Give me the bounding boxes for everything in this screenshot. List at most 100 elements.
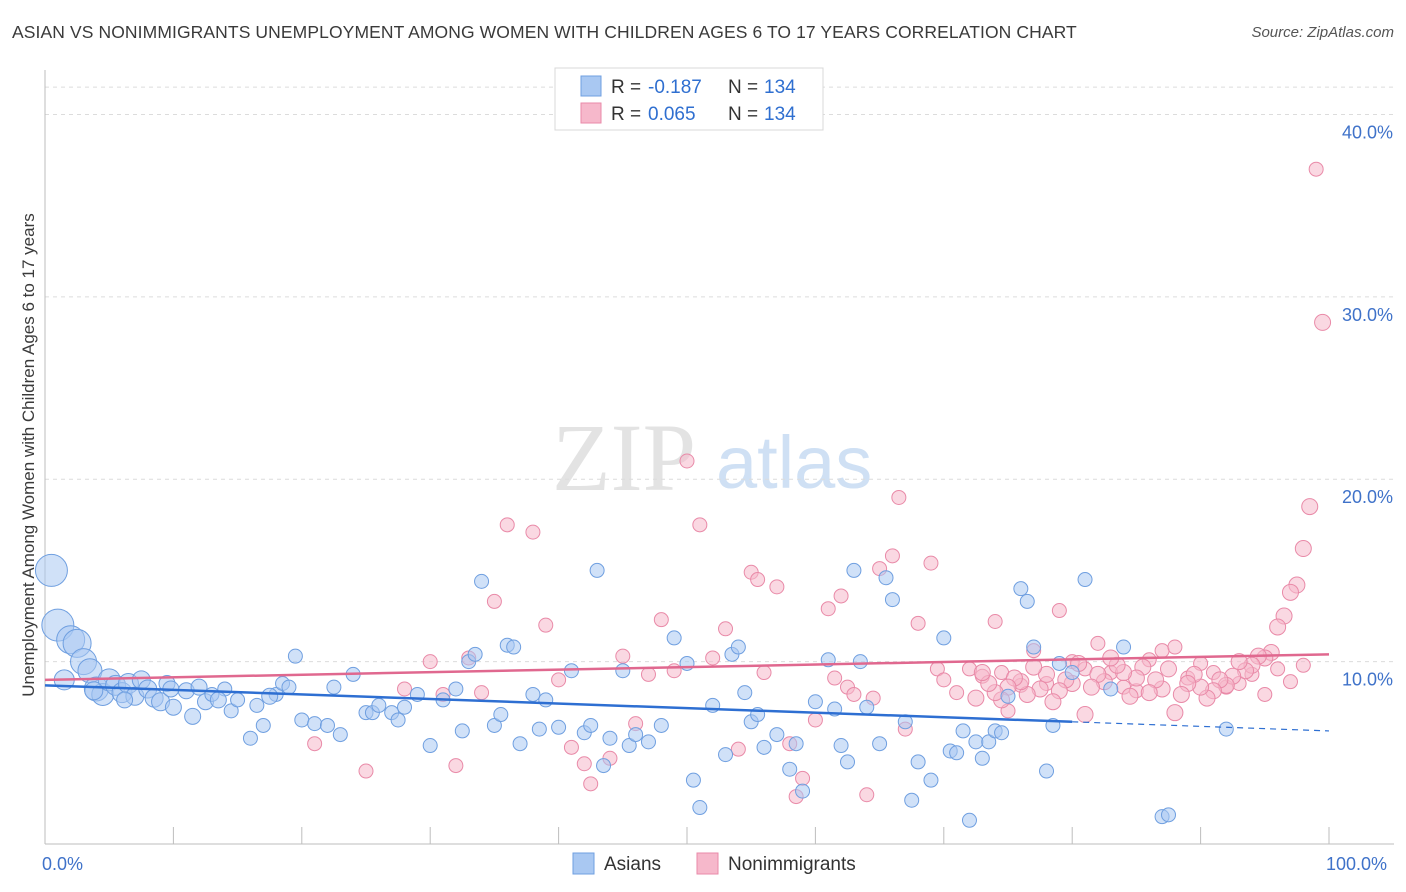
nonimmigrants-point [1308,161,1324,177]
source-label: Source: ZipAtlas.com [1251,24,1394,41]
asians-point [1039,763,1055,779]
asians-point [563,663,579,679]
nonimmigrants-points [307,161,1332,805]
nonimmigrants-point [563,739,579,755]
asians-point [287,648,303,664]
asians-point [955,723,971,739]
bottom-legend-nonimmigrants-swatch [696,852,719,875]
asians-point [685,772,701,788]
nonimmigrants-point [846,686,862,702]
asians-point [904,792,920,808]
asians-point [448,681,464,697]
legend-n-value-2: 134 [764,104,796,125]
nonimmigrants-point [1172,685,1190,703]
asians-point [1103,681,1119,697]
asians-point [1013,581,1029,597]
asians-point [1026,639,1042,655]
bottom-legend: Asians Nonimmigrants [572,852,856,875]
asians-point [486,717,502,733]
asians-point [242,730,258,746]
nonimmigrants-point [679,453,695,469]
nonimmigrants-point [820,601,836,617]
asians-point [34,553,68,587]
asians-point [621,738,637,754]
watermark-zip: ZIP [552,404,696,511]
asians-point [596,758,612,774]
asians-point [319,717,335,733]
nonimmigrants-point [718,621,734,637]
nonimmigrants-point [538,617,554,633]
asians-point [1019,593,1035,609]
asians-point [994,725,1010,741]
nonimmigrants-point [756,665,772,681]
asians-point [332,727,348,743]
nonimmigrants-point [615,648,631,664]
asians-point [666,630,682,646]
legend-r-label-1: R = [611,77,641,98]
nonimmigrants-point [795,770,811,786]
nonimmigrants-point [1038,665,1056,683]
chart-title: ASIAN VS NONIMMIGRANTS UNEMPLOYMENT AMON… [12,22,1077,42]
nonimmigrants-point [1314,313,1332,331]
asians-point [884,592,900,608]
asians-point [968,734,984,750]
asians-point [872,736,888,752]
asians-point [1000,688,1016,704]
grid-lines [45,86,1394,663]
nonimmigrants-point [1270,661,1286,677]
asians-point [692,800,708,816]
asians-point [261,687,279,705]
legend-r-label-2: R = [611,104,641,125]
trend-lines [44,653,1330,732]
asians-point [1218,721,1234,737]
asians-point [397,699,413,715]
nonimmigrants-point [1294,540,1312,558]
watermark-atlas: atlas [716,421,872,504]
nonimmigrants-point [827,670,843,686]
asians-point [116,691,134,709]
nonimmigrants-point [1044,693,1062,711]
bottom-legend-nonimmigrants: Nonimmigrants [728,854,856,875]
nonimmigrants-point [1076,706,1094,724]
nonimmigrants-point [358,763,374,779]
nonimmigrants-point [640,666,656,682]
nonimmigrants-point [859,787,875,803]
x-tick-right: 100.0% [1326,854,1387,874]
bottom-legend-asians: Asians [604,854,661,875]
asians-point [326,679,342,695]
asians-point [1161,807,1176,823]
asians-point [281,679,297,695]
asians-trend-extension [1072,721,1330,732]
asians-point [769,727,785,743]
asians-point [653,717,669,733]
asians-point [961,812,977,828]
asians-point [506,639,522,655]
y-tick-label: 10.0% [1342,670,1393,690]
asians-point [164,698,182,716]
asians-point [467,646,483,662]
asians-point [583,717,599,733]
asians-point [756,739,772,755]
nonimmigrants-point [1257,686,1273,702]
x-tick-left: 0.0% [42,854,83,874]
nonimmigrants-point [1167,639,1183,655]
y-tick-label: 30.0% [1342,305,1393,325]
nonimmigrants-point [1160,660,1177,678]
nonimmigrants-trend-line [44,653,1330,682]
asians-point [782,761,798,777]
nonimmigrants-point [1082,678,1100,696]
asians-point [230,692,246,708]
asians-trend-line [44,684,1073,724]
asians-point [981,734,997,750]
asians-point [923,772,939,788]
asians-point [474,573,490,589]
asians-point [525,686,541,702]
nonimmigrants-point [1230,653,1248,671]
asians-point [512,736,528,752]
legend-nonimmigrants-swatch [580,102,602,124]
asians-point [730,639,746,655]
nonimmigrants-point [910,615,926,631]
nonimmigrants-point [1090,635,1106,651]
nonimmigrants-point [422,654,438,670]
nonimmigrants-point [551,672,567,688]
